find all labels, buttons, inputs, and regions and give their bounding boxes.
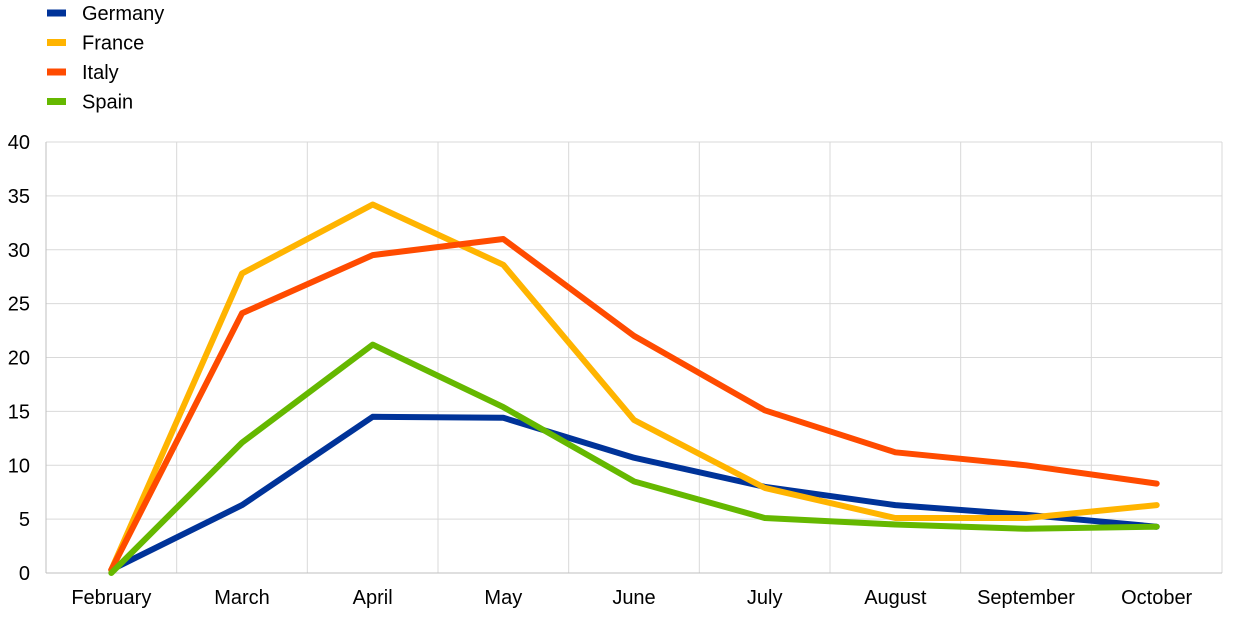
- y-tick-label: 40: [8, 132, 30, 154]
- y-tick-label: 5: [19, 509, 30, 531]
- legend: Germany France Italy Spain: [47, 3, 164, 114]
- y-tick-label: 25: [8, 294, 30, 316]
- series-line-italy: [108, 236, 1160, 573]
- x-tick-label: September: [977, 587, 1075, 609]
- legend-label-spain: Spain: [82, 92, 133, 114]
- y-tick-label: 0: [19, 563, 30, 585]
- x-tick-label: June: [612, 587, 655, 609]
- x-tick-label: March: [214, 587, 270, 609]
- y-tick-label: 30: [8, 240, 30, 262]
- x-tick-label: July: [747, 587, 783, 609]
- axes: [45, 142, 1222, 574]
- y-axis-tick-labels: 0 5 10 15 20 25 30 35 40: [8, 132, 30, 585]
- legend-swatch-italy: [47, 68, 66, 76]
- legend-label-france: France: [82, 33, 144, 55]
- series-line-france: [108, 201, 1160, 573]
- x-axis-tick-labels: February March April May June July August Septe…: [71, 587, 1192, 609]
- legend-label-italy: Italy: [82, 62, 119, 84]
- legend-swatch-france: [47, 39, 66, 46]
- x-tick-label: August: [864, 587, 927, 609]
- series-line-germany: [108, 413, 1160, 573]
- series-lines: [108, 201, 1160, 576]
- legend-label-germany: Germany: [82, 3, 164, 25]
- x-tick-label: May: [484, 587, 522, 609]
- x-tick-label: February: [71, 587, 151, 609]
- y-tick-label: 35: [8, 186, 30, 208]
- y-tick-label: 10: [8, 455, 30, 477]
- y-tick-label: 15: [8, 401, 30, 423]
- legend-swatch-spain: [47, 98, 66, 105]
- x-tick-label: April: [353, 587, 393, 609]
- x-tick-label: October: [1121, 587, 1192, 609]
- y-tick-label: 20: [8, 348, 30, 370]
- legend-swatch-germany: [47, 9, 66, 17]
- series-line-spain: [108, 341, 1160, 576]
